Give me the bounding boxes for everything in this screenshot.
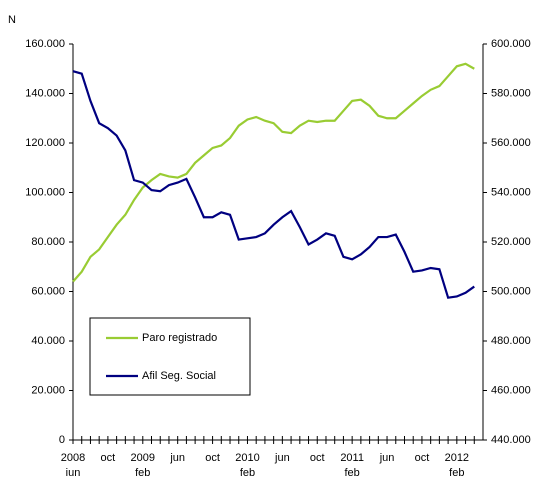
x-tick-label: oct	[205, 452, 220, 464]
x-tick-label: 2011 feb	[340, 452, 364, 478]
y-tick-label: 60.000	[31, 285, 65, 297]
y2-tick-label: 540.000	[491, 186, 531, 198]
y-tick-label: 40.000	[31, 335, 65, 347]
y2-tick-label: 460.000	[491, 384, 531, 396]
legend-box	[89, 317, 251, 396]
x-tick-label: 2012 feb	[445, 452, 469, 478]
y2-tick-label: 440.000	[491, 434, 531, 446]
y2-tick-label: 520.000	[491, 236, 531, 248]
x-tick-label: jun	[379, 452, 395, 464]
x-tick-label: 2008 iun	[61, 452, 85, 478]
x-tick-label: jun	[274, 452, 290, 464]
line-series	[72, 70, 475, 299]
line-series	[72, 62, 475, 283]
y2-tick-label: 580.000	[491, 87, 531, 99]
x-tick-label: jun	[169, 452, 185, 464]
y-tick-label: 100.000	[25, 186, 65, 198]
y2-tick-label: 480.000	[491, 335, 531, 347]
x-tick-label: 2010 feb	[235, 452, 259, 478]
y-tick-label: 140.000	[25, 87, 65, 99]
x-tick-label: oct	[310, 452, 325, 464]
y2-tick-label: 500.000	[491, 285, 531, 297]
y2-tick-label: 600.000	[491, 38, 531, 50]
x-tick-label: oct	[101, 452, 116, 464]
x-tick-label: 2009 feb	[131, 452, 155, 478]
axis-title: N	[8, 14, 16, 26]
y-tick-label: 160.000	[25, 38, 65, 50]
x-tick-label: oct	[415, 452, 430, 464]
y-tick-label: 20.000	[31, 384, 65, 396]
y-tick-label: 120.000	[25, 137, 65, 149]
y-tick-label: 80.000	[31, 236, 65, 248]
legend-label: Afil Seg. Social	[142, 370, 216, 382]
y2-tick-label: 560.000	[491, 137, 531, 149]
y-tick-label: 0	[59, 434, 65, 446]
legend-label: Paro registrado	[142, 332, 217, 344]
